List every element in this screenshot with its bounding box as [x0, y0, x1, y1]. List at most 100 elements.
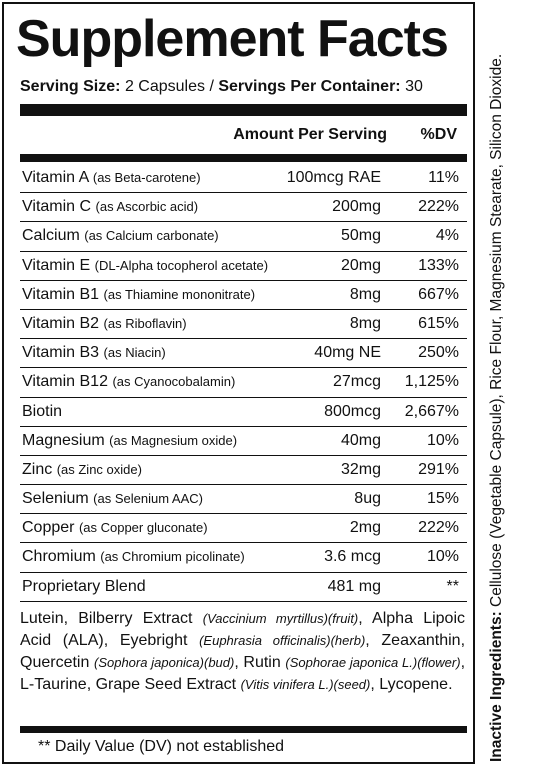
- nutrient-name: Vitamin B12 (as Cyanocobalamin): [22, 368, 235, 396]
- serving-size-label: Serving Size:: [20, 78, 121, 95]
- proprietary-blend-ingredients: Lutein, Bilberry Extract (Vaccinium myrt…: [20, 608, 465, 696]
- nutrient-name: Vitamin B1 (as Thiamine mononitrate): [22, 281, 255, 309]
- nutrient-name: Vitamin E (DL-Alpha tocopherol acetate): [22, 252, 268, 280]
- nutrient-row: Copper (as Copper gluconate) 2mg 222%: [20, 514, 467, 544]
- nutrient-daily-value: 15%: [426, 490, 459, 508]
- blend-ingredient-text: , Alpha Lipoic Acid (ALA), Eyebright: [20, 610, 465, 649]
- nutrient-name-text: Vitamin A: [22, 169, 89, 186]
- nutrient-name-text: Zinc: [22, 460, 53, 478]
- nutrient-name: Selenium (as Selenium AAC): [22, 485, 203, 513]
- nutrient-source: (as Ascorbic acid): [95, 199, 199, 215]
- nutrient-name-text: Vitamin E: [22, 256, 91, 274]
- blend-botanical-source: (Vitis vinifera L.)(seed): [240, 677, 371, 692]
- nutrient-name: Vitamin C (as Ascorbic acid): [22, 193, 198, 221]
- servings-per-container-value: 30: [405, 78, 423, 95]
- nutrient-row: Vitamin B1 (as Thiamine mononitrate) 8mg 6…: [20, 281, 467, 310]
- nutrient-name: Biotin: [22, 398, 62, 426]
- nutrient-name-text: Chromium: [22, 548, 96, 566]
- nutrient-source: (as Riboflavin): [103, 315, 187, 331]
- nutrient-daily-value: **: [446, 577, 459, 595]
- nutrient-row: Magnesium (as Magnesium oxide) 40mg 10%: [20, 427, 467, 456]
- nutrient-row: Proprietary Blend 481 mg **: [20, 573, 467, 602]
- nutrient-amount: 40mg NE: [314, 344, 381, 362]
- nutrient-row: Vitamin B2 (as Riboflavin) 8mg 615%: [20, 310, 467, 340]
- blend-ingredient-text: Lutein, Bilberry Extract: [20, 610, 203, 627]
- nutrient-source: (as Niacin): [103, 345, 166, 361]
- nutrient-daily-value: 133%: [418, 256, 459, 274]
- nutrient-amount: 8mg: [349, 285, 381, 303]
- footer-divider: [20, 726, 467, 733]
- nutrient-table: Vitamin A (as Beta-carotene) 100mcg RAE 11…: [20, 164, 467, 602]
- medium-divider: [20, 154, 467, 162]
- nutrient-daily-value: 10%: [426, 548, 459, 566]
- nutrient-source: (as Chromium picolinate): [100, 549, 245, 565]
- nutrient-daily-value: 667%: [418, 285, 459, 303]
- nutrient-amount: 200mg: [332, 198, 381, 216]
- nutrient-row: Vitamin C (as Ascorbic acid) 200mg 222%: [20, 193, 467, 223]
- nutrient-source: (as Thiamine mononitrate): [103, 286, 256, 302]
- servings-per-container-label: Servings Per Container:: [218, 78, 401, 95]
- nutrient-amount: 2mg: [349, 519, 381, 537]
- nutrient-row: Selenium (as Selenium AAC) 8ug 15%: [20, 485, 467, 515]
- nutrient-name: Chromium (as Chromium picolinate): [22, 543, 245, 571]
- amount-per-serving-header: Amount Per Serving: [233, 126, 387, 143]
- nutrient-daily-value: 2,667%: [404, 402, 459, 420]
- nutrient-amount: 20mg: [340, 256, 381, 274]
- nutrient-daily-value: 11%: [428, 169, 459, 186]
- nutrient-name: Vitamin B3 (as Niacin): [22, 339, 166, 367]
- nutrient-row: Vitamin A (as Beta-carotene) 100mcg RAE 11…: [20, 164, 467, 194]
- nutrient-name-text: Proprietary Blend: [22, 577, 146, 595]
- nutrient-amount: 8mg: [349, 314, 381, 332]
- nutrient-amount: 50mg: [340, 227, 381, 245]
- nutrient-source: (as Calcium carbonate): [84, 228, 219, 244]
- nutrient-name: Calcium (as Calcium carbonate): [22, 222, 219, 250]
- nutrient-name-text: Vitamin B2: [22, 314, 100, 332]
- nutrient-name: Proprietary Blend: [22, 573, 146, 601]
- inactive-ingredients: Inactive Ingredients: Cellulose (Vegetab…: [486, 2, 507, 762]
- nutrient-daily-value: 10%: [426, 431, 459, 449]
- blend-ingredient-text: , Zeaxanthin, Quercetin: [20, 632, 466, 671]
- nutrient-source: (DL-Alpha tocopherol acetate): [94, 257, 269, 273]
- nutrient-name-text: Magnesium: [22, 431, 105, 449]
- nutrient-name: Copper (as Copper gluconate): [22, 514, 208, 542]
- nutrient-daily-value: 250%: [418, 344, 459, 362]
- blend-botanical-source: (Euphrasia officinalis)(herb): [199, 633, 366, 648]
- column-header: Amount Per Serving %DV: [20, 122, 467, 148]
- inactive-ingredients-text: Cellulose (Vegetable Capsule), Rice Flou…: [488, 53, 505, 612]
- blend-botanical-source: (Sophorae japonica L.)(flower): [285, 655, 461, 670]
- nutrient-row: Vitamin B3 (as Niacin) 40mg NE 250%: [20, 339, 467, 369]
- nutrient-amount: 8ug: [354, 490, 381, 508]
- blend-ingredient-text: , L-Taurine, Grape Seed Extract: [20, 654, 466, 693]
- panel-title: Supplement Facts: [16, 10, 449, 68]
- nutrient-daily-value: 222%: [418, 519, 459, 537]
- nutrient-name: Magnesium (as Magnesium oxide): [22, 427, 237, 455]
- nutrient-name-text: Vitamin C: [22, 198, 92, 216]
- nutrient-daily-value: 615%: [418, 314, 459, 332]
- nutrient-amount: 27mcg: [332, 373, 381, 391]
- nutrient-source: (as Magnesium oxide): [109, 432, 238, 448]
- nutrient-amount: 481 mg: [327, 577, 381, 595]
- inactive-ingredients-label: Inactive Ingredients:: [488, 611, 505, 762]
- nutrient-daily-value: 291%: [418, 460, 459, 478]
- nutrient-row: Chromium (as Chromium picolinate) 3.6 mcg…: [20, 543, 467, 573]
- nutrient-name-text: Calcium: [22, 227, 80, 245]
- nutrient-amount: 40mg: [340, 431, 381, 449]
- nutrient-daily-value: 1,125%: [404, 373, 459, 391]
- nutrient-source: (as Zinc oxide): [56, 461, 142, 477]
- nutrient-amount: 3.6 mcg: [324, 548, 381, 566]
- nutrient-daily-value: 4%: [435, 227, 459, 245]
- nutrient-amount: 100mcg RAE: [286, 169, 381, 186]
- nutrient-source: (as Cyanocobalamin): [112, 374, 236, 390]
- serving-size-value: 2 Capsules: [124, 78, 205, 95]
- footnote: ** Daily Value (DV) not established: [38, 738, 285, 755]
- thick-divider: [20, 104, 467, 116]
- blend-botanical-source: (Vaccinium myrtillus)(fruit): [202, 611, 359, 626]
- blend-botanical-source: (Sophora japonica)(bud): [93, 655, 235, 670]
- nutrient-name-text: Copper: [22, 519, 75, 537]
- nutrient-row: Zinc (as Zinc oxide) 32mg 291%: [20, 456, 467, 486]
- nutrient-daily-value: 222%: [418, 198, 459, 216]
- nutrient-name-text: Vitamin B1: [22, 285, 100, 303]
- nutrient-row: Vitamin E (DL-Alpha tocopherol acetate) 2…: [20, 252, 467, 281]
- nutrient-source: (as Selenium AAC): [93, 491, 203, 507]
- serving-info: Serving Size: 2 Capsules / Servings Per …: [20, 78, 423, 96]
